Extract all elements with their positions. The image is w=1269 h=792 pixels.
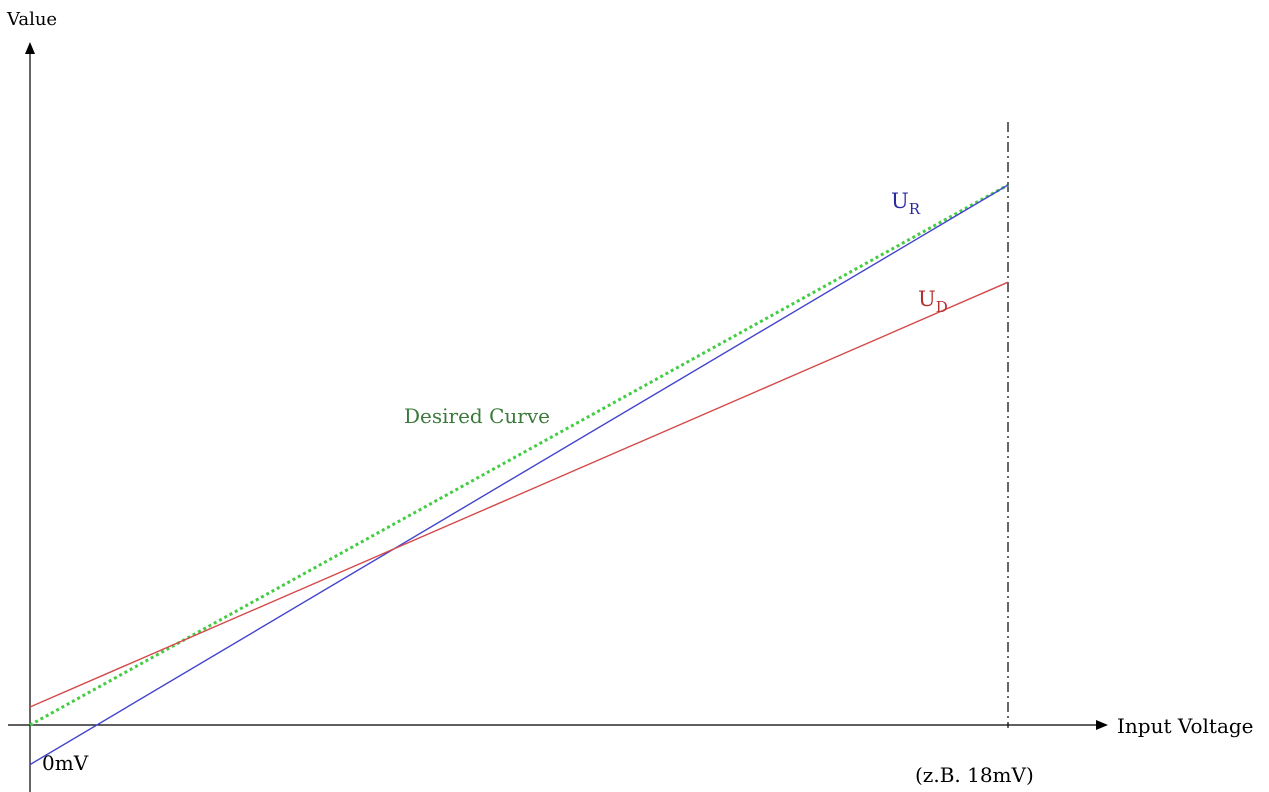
series-label-u-r: UR [891,189,921,218]
x-axis-label: Input Voltage [1117,714,1254,738]
series-line-u-d [29,281,1009,708]
series-line-u-r [29,184,1009,766]
x-axis-arrow-icon [1096,720,1108,730]
y-axis-label: Value [6,9,57,30]
x-origin-label: 0mV [42,751,89,775]
series-line-desired-curve [29,183,1009,727]
series-label-desired-curve: Desired Curve [404,404,550,428]
series-layer [29,183,1009,766]
y-axis-arrow-icon [25,42,35,54]
x-end-label: (z.B. 18mV) [915,763,1034,787]
series-label-u-d: UD [918,287,948,316]
